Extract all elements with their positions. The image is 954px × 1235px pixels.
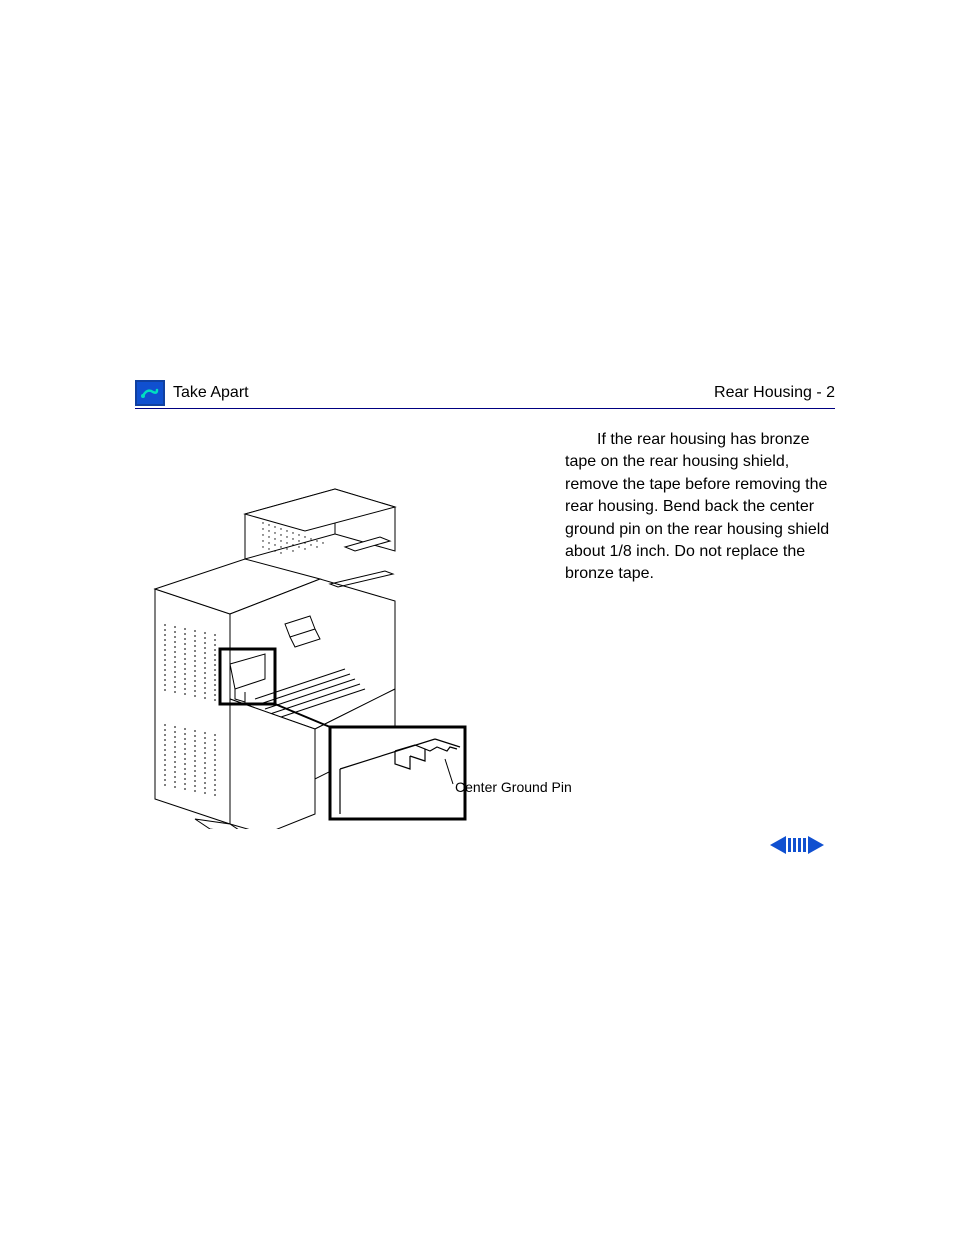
section-logo-icon: [135, 380, 165, 406]
nav-bar-icon: [788, 838, 791, 852]
callout-label: Center Ground Pin: [455, 779, 572, 795]
nav-next-icon[interactable]: [808, 836, 824, 854]
nav-bar-icon: [793, 838, 796, 852]
nav-bar-icon: [803, 838, 806, 852]
nav-prev-icon[interactable]: [770, 836, 786, 854]
technical-illustration: Center Ground Pin: [135, 429, 555, 809]
body-paragraph: If the rear housing has bronze tape on t…: [565, 429, 835, 586]
nav-bar-icon: [798, 838, 801, 852]
page-navigation: [770, 836, 824, 854]
content-row: Center Ground Pin If the rear housing ha…: [135, 429, 835, 809]
page-label: Rear Housing - 2: [714, 384, 835, 402]
header-left: Take Apart: [135, 380, 249, 406]
page-header: Take Apart Rear Housing - 2: [135, 380, 835, 409]
section-title: Take Apart: [173, 384, 249, 402]
document-page: Take Apart Rear Housing - 2: [135, 380, 835, 809]
body-text-column: If the rear housing has bronze tape on t…: [555, 429, 835, 586]
